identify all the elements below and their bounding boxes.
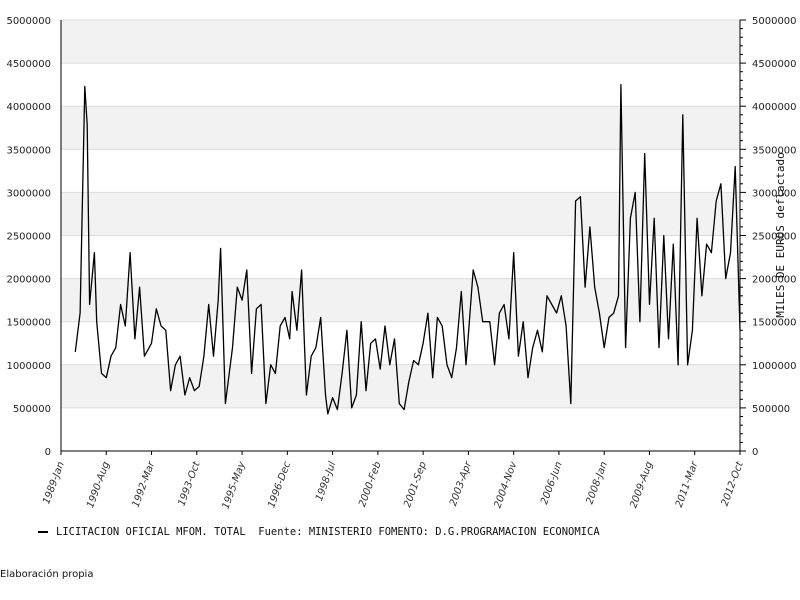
- y-tick-label-right: 3000000: [752, 188, 797, 199]
- series-line-0: [74, 84, 741, 415]
- y-tick-label-right: 2000000: [752, 275, 797, 286]
- y-tick-label-right: 2500000: [752, 232, 797, 243]
- y-tick-label-left: 5000000: [6, 16, 51, 27]
- x-tick-label: 2008-Jan: [584, 460, 610, 506]
- x-tick-label: 2000-Feb: [357, 460, 384, 508]
- grid-band: [61, 63, 740, 107]
- y-tick-label-left: 1500000: [6, 318, 51, 329]
- y-tick-label-left: 2500000: [6, 232, 51, 243]
- legend: LICITACION OFICIAL MFOM. TOTAL Fuente: M…: [38, 526, 600, 538]
- y-tick-label-right: 4000000: [752, 102, 797, 113]
- grid-band: [61, 364, 740, 408]
- legend-swatch: [38, 531, 48, 533]
- x-tick-label: 2003-Apr: [448, 459, 474, 507]
- x-tick-label: 1993-Oct: [176, 459, 203, 507]
- y-tick-label-right: 1000000: [752, 361, 797, 372]
- grid-band: [61, 106, 740, 150]
- y-axis-title-right: MILES DE EUROS deflactado: [774, 152, 787, 318]
- y-tick-label-left: 500000: [13, 404, 51, 415]
- source-note: Elaboración propia: [0, 569, 94, 580]
- grid-band: [61, 235, 740, 279]
- x-tick-label: 1992-Mar: [131, 459, 158, 509]
- x-tick-label: 1998-Jul: [314, 460, 338, 503]
- y-tick-label-left: 3000000: [6, 188, 51, 199]
- y-tick-label-left: 0: [45, 447, 51, 458]
- x-tick-label: 2011-Mar: [674, 459, 701, 509]
- y-tick-label-right: 500000: [752, 404, 790, 415]
- x-tick-label: 2012-Oct: [720, 459, 747, 507]
- x-tick-label: 2001-Sep: [402, 460, 429, 509]
- grid-band: [61, 407, 740, 451]
- y-tick-label-right: 1500000: [752, 318, 797, 329]
- y-tick-label-left: 1000000: [6, 361, 51, 372]
- x-tick-label: 1996-Dec: [266, 460, 293, 510]
- x-tick-label: 2006-Jun: [539, 460, 565, 506]
- grid-band: [61, 192, 740, 236]
- y-tick-label-right: 3500000: [752, 145, 797, 156]
- y-tick-label-left: 4000000: [6, 102, 51, 113]
- x-tick-label: 2004-Nov: [493, 459, 520, 509]
- y-tick-label-right: 0: [752, 447, 758, 458]
- legend-label: LICITACION OFICIAL MFOM. TOTAL Fuente: M…: [56, 526, 600, 538]
- y-tick-label-right: 4500000: [752, 59, 797, 70]
- x-tick-label: 1990-Aug: [85, 460, 112, 509]
- y-tick-label-left: 2000000: [6, 275, 51, 286]
- x-tick-label: 2009-Aug: [628, 460, 655, 509]
- grid-band: [61, 149, 740, 193]
- y-tick-label-left: 4500000: [6, 59, 51, 70]
- y-tick-label-right: 5000000: [752, 16, 797, 27]
- x-tick-label: 1995-May: [221, 459, 249, 511]
- y-tick-label-left: 3500000: [6, 145, 51, 156]
- line-chart: 0 0 500000 500000 1000000 1000000 1500000 15000…: [6, 16, 797, 511]
- grid-band: [61, 20, 740, 64]
- x-tick-label: 1989-Jan: [41, 460, 67, 506]
